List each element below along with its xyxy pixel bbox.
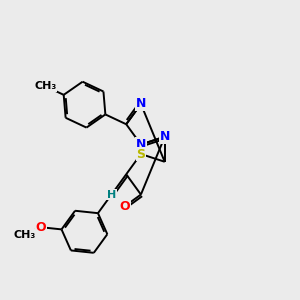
Text: S: S bbox=[136, 148, 146, 160]
Text: O: O bbox=[36, 221, 46, 234]
Text: O: O bbox=[119, 200, 130, 213]
Text: H: H bbox=[107, 190, 116, 200]
Text: CH₃: CH₃ bbox=[34, 81, 56, 91]
Text: N: N bbox=[160, 130, 170, 143]
Text: N: N bbox=[136, 98, 146, 110]
Text: N: N bbox=[136, 138, 146, 151]
Text: CH₃: CH₃ bbox=[14, 230, 36, 239]
